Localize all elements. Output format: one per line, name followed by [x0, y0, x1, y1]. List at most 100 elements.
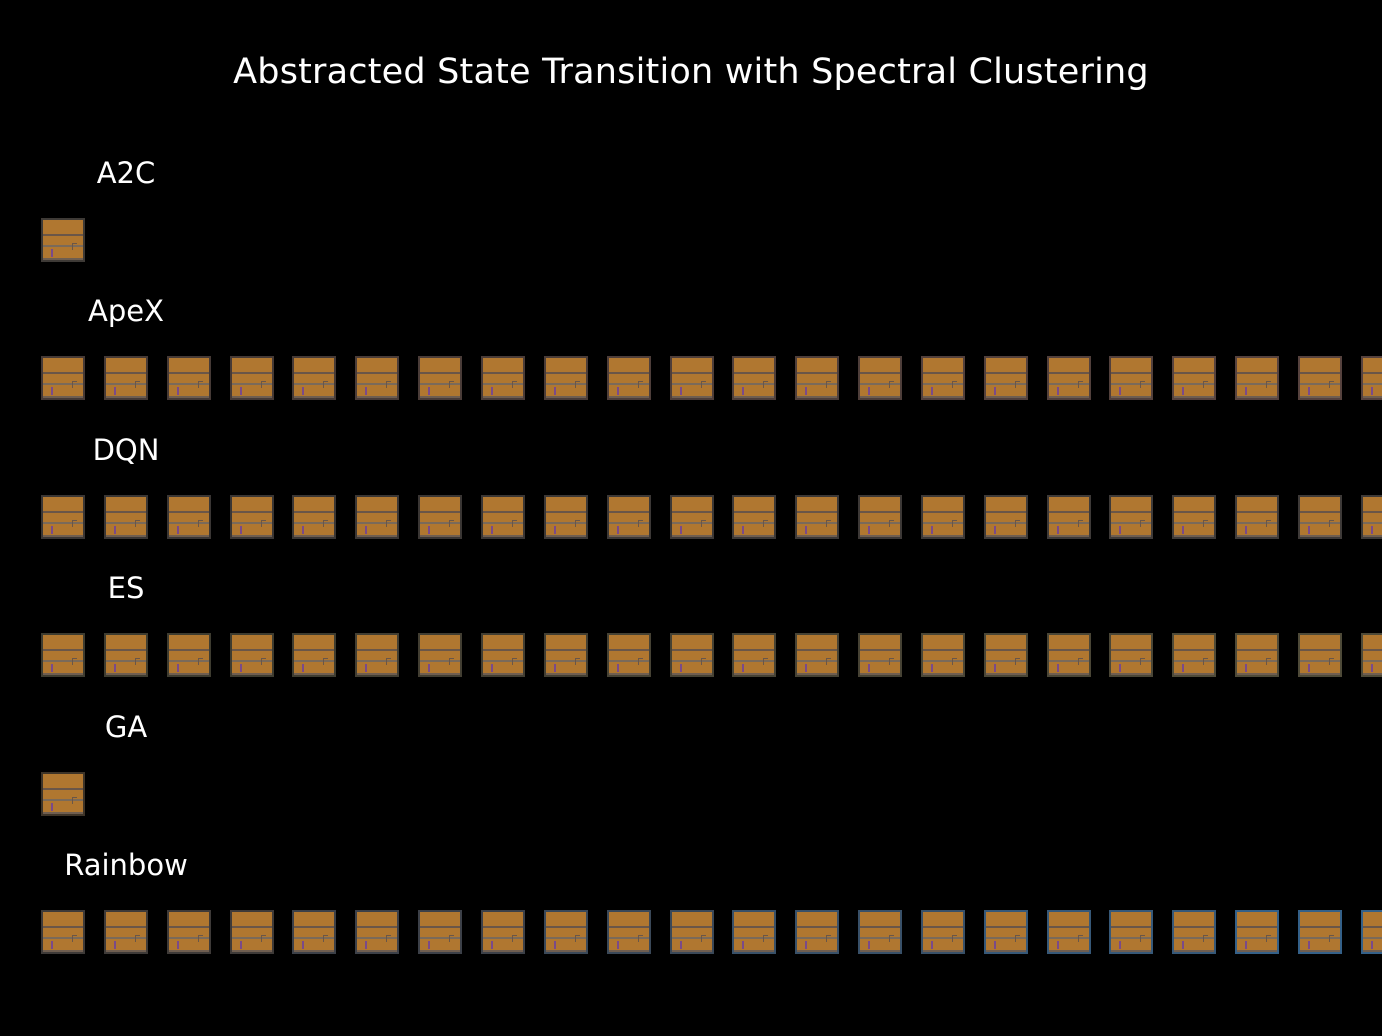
state-frame	[795, 633, 840, 678]
state-frame	[480, 494, 525, 539]
state-frame	[983, 356, 1028, 401]
state-frame	[920, 633, 965, 678]
state-frame	[732, 356, 777, 401]
state-frame	[418, 356, 463, 401]
state-frame	[858, 356, 903, 401]
state-frame	[732, 910, 777, 954]
state-frame	[543, 494, 588, 539]
state-strip-apex	[41, 356, 1382, 401]
state-frame	[1360, 356, 1382, 401]
state-frame	[1298, 633, 1342, 678]
state-frame	[480, 910, 525, 954]
state-frame	[983, 494, 1028, 539]
state-frame	[1046, 633, 1091, 678]
state-frame	[229, 910, 274, 954]
state-frame	[1298, 910, 1342, 954]
state-frame	[166, 494, 211, 539]
state-frame	[292, 633, 337, 678]
state-frame	[229, 633, 274, 678]
state-frame	[229, 494, 274, 539]
row-label-ga: GA	[104, 709, 148, 744]
state-frame	[418, 633, 463, 678]
state-frame	[669, 494, 714, 539]
state-frame	[41, 771, 85, 816]
state-frame	[920, 494, 965, 539]
state-frame	[418, 910, 463, 954]
state-frame	[418, 494, 463, 539]
row-label-rainbow: Rainbow	[64, 848, 188, 882]
state-frame	[103, 356, 148, 401]
state-frame	[480, 633, 525, 678]
state-frame	[669, 633, 714, 678]
state-frame	[355, 356, 400, 401]
state-frame	[1360, 910, 1382, 954]
state-frame	[292, 910, 337, 954]
state-frame	[543, 356, 588, 401]
state-frame	[355, 494, 400, 539]
state-frame	[606, 910, 651, 954]
state-frame	[166, 633, 211, 678]
state-frame	[732, 633, 777, 678]
state-frame	[543, 910, 588, 954]
state-frame	[983, 633, 1028, 678]
state-frame	[1109, 633, 1154, 678]
state-frame	[795, 356, 840, 401]
diagram-title: Abstracted State Transition with Spectra…	[233, 52, 1149, 92]
state-frame	[920, 910, 965, 954]
state-frame	[1172, 494, 1217, 539]
row-label-a2c: A2C	[96, 156, 156, 190]
state-frame	[41, 633, 85, 678]
state-frame	[858, 910, 903, 954]
state-frame	[41, 356, 85, 401]
state-frame	[983, 910, 1028, 954]
state-frame	[292, 494, 337, 539]
state-frame	[543, 633, 588, 678]
state-strip-ga	[41, 771, 1382, 816]
row-label-dqn: DQN	[92, 432, 160, 467]
state-frame	[292, 356, 337, 401]
state-frame	[1360, 494, 1382, 539]
state-frame	[1109, 356, 1154, 401]
state-frame	[1172, 356, 1217, 401]
state-strip-dqn	[41, 494, 1382, 539]
state-frame	[355, 910, 400, 954]
state-frame	[1172, 910, 1217, 954]
state-frame	[41, 494, 85, 539]
state-strip-es	[41, 633, 1382, 678]
state-frame	[1298, 356, 1342, 401]
state-frame	[1298, 494, 1342, 539]
state-frame	[103, 633, 148, 678]
state-frame	[355, 633, 400, 678]
state-frame	[103, 910, 148, 954]
state-frame	[1235, 356, 1280, 401]
state-frame	[1046, 356, 1091, 401]
state-frame	[1046, 494, 1091, 539]
row-label-apex: ApeX	[88, 294, 164, 329]
state-frame	[858, 633, 903, 678]
state-frame	[669, 910, 714, 954]
state-frame	[480, 356, 525, 401]
state-frame	[1235, 494, 1280, 539]
state-frame	[669, 356, 714, 401]
state-frame	[166, 910, 211, 954]
state-frame	[606, 494, 651, 539]
state-frame	[1046, 910, 1091, 954]
state-frame	[858, 494, 903, 539]
state-strip-rainbow	[41, 910, 1382, 954]
state-frame	[795, 910, 840, 954]
state-frame	[732, 494, 777, 539]
state-frame	[1109, 494, 1154, 539]
state-frame	[41, 910, 85, 954]
state-frame	[606, 633, 651, 678]
state-frame	[41, 218, 85, 262]
state-frame	[229, 356, 274, 401]
state-frame	[795, 494, 840, 539]
state-frame	[1360, 633, 1382, 678]
state-frame	[920, 356, 965, 401]
state-frame	[1109, 910, 1154, 954]
state-frame	[1235, 910, 1280, 954]
state-frame	[1172, 633, 1217, 678]
state-frame	[606, 356, 651, 401]
state-frame	[103, 494, 148, 539]
state-strip-a2c	[41, 218, 1382, 262]
